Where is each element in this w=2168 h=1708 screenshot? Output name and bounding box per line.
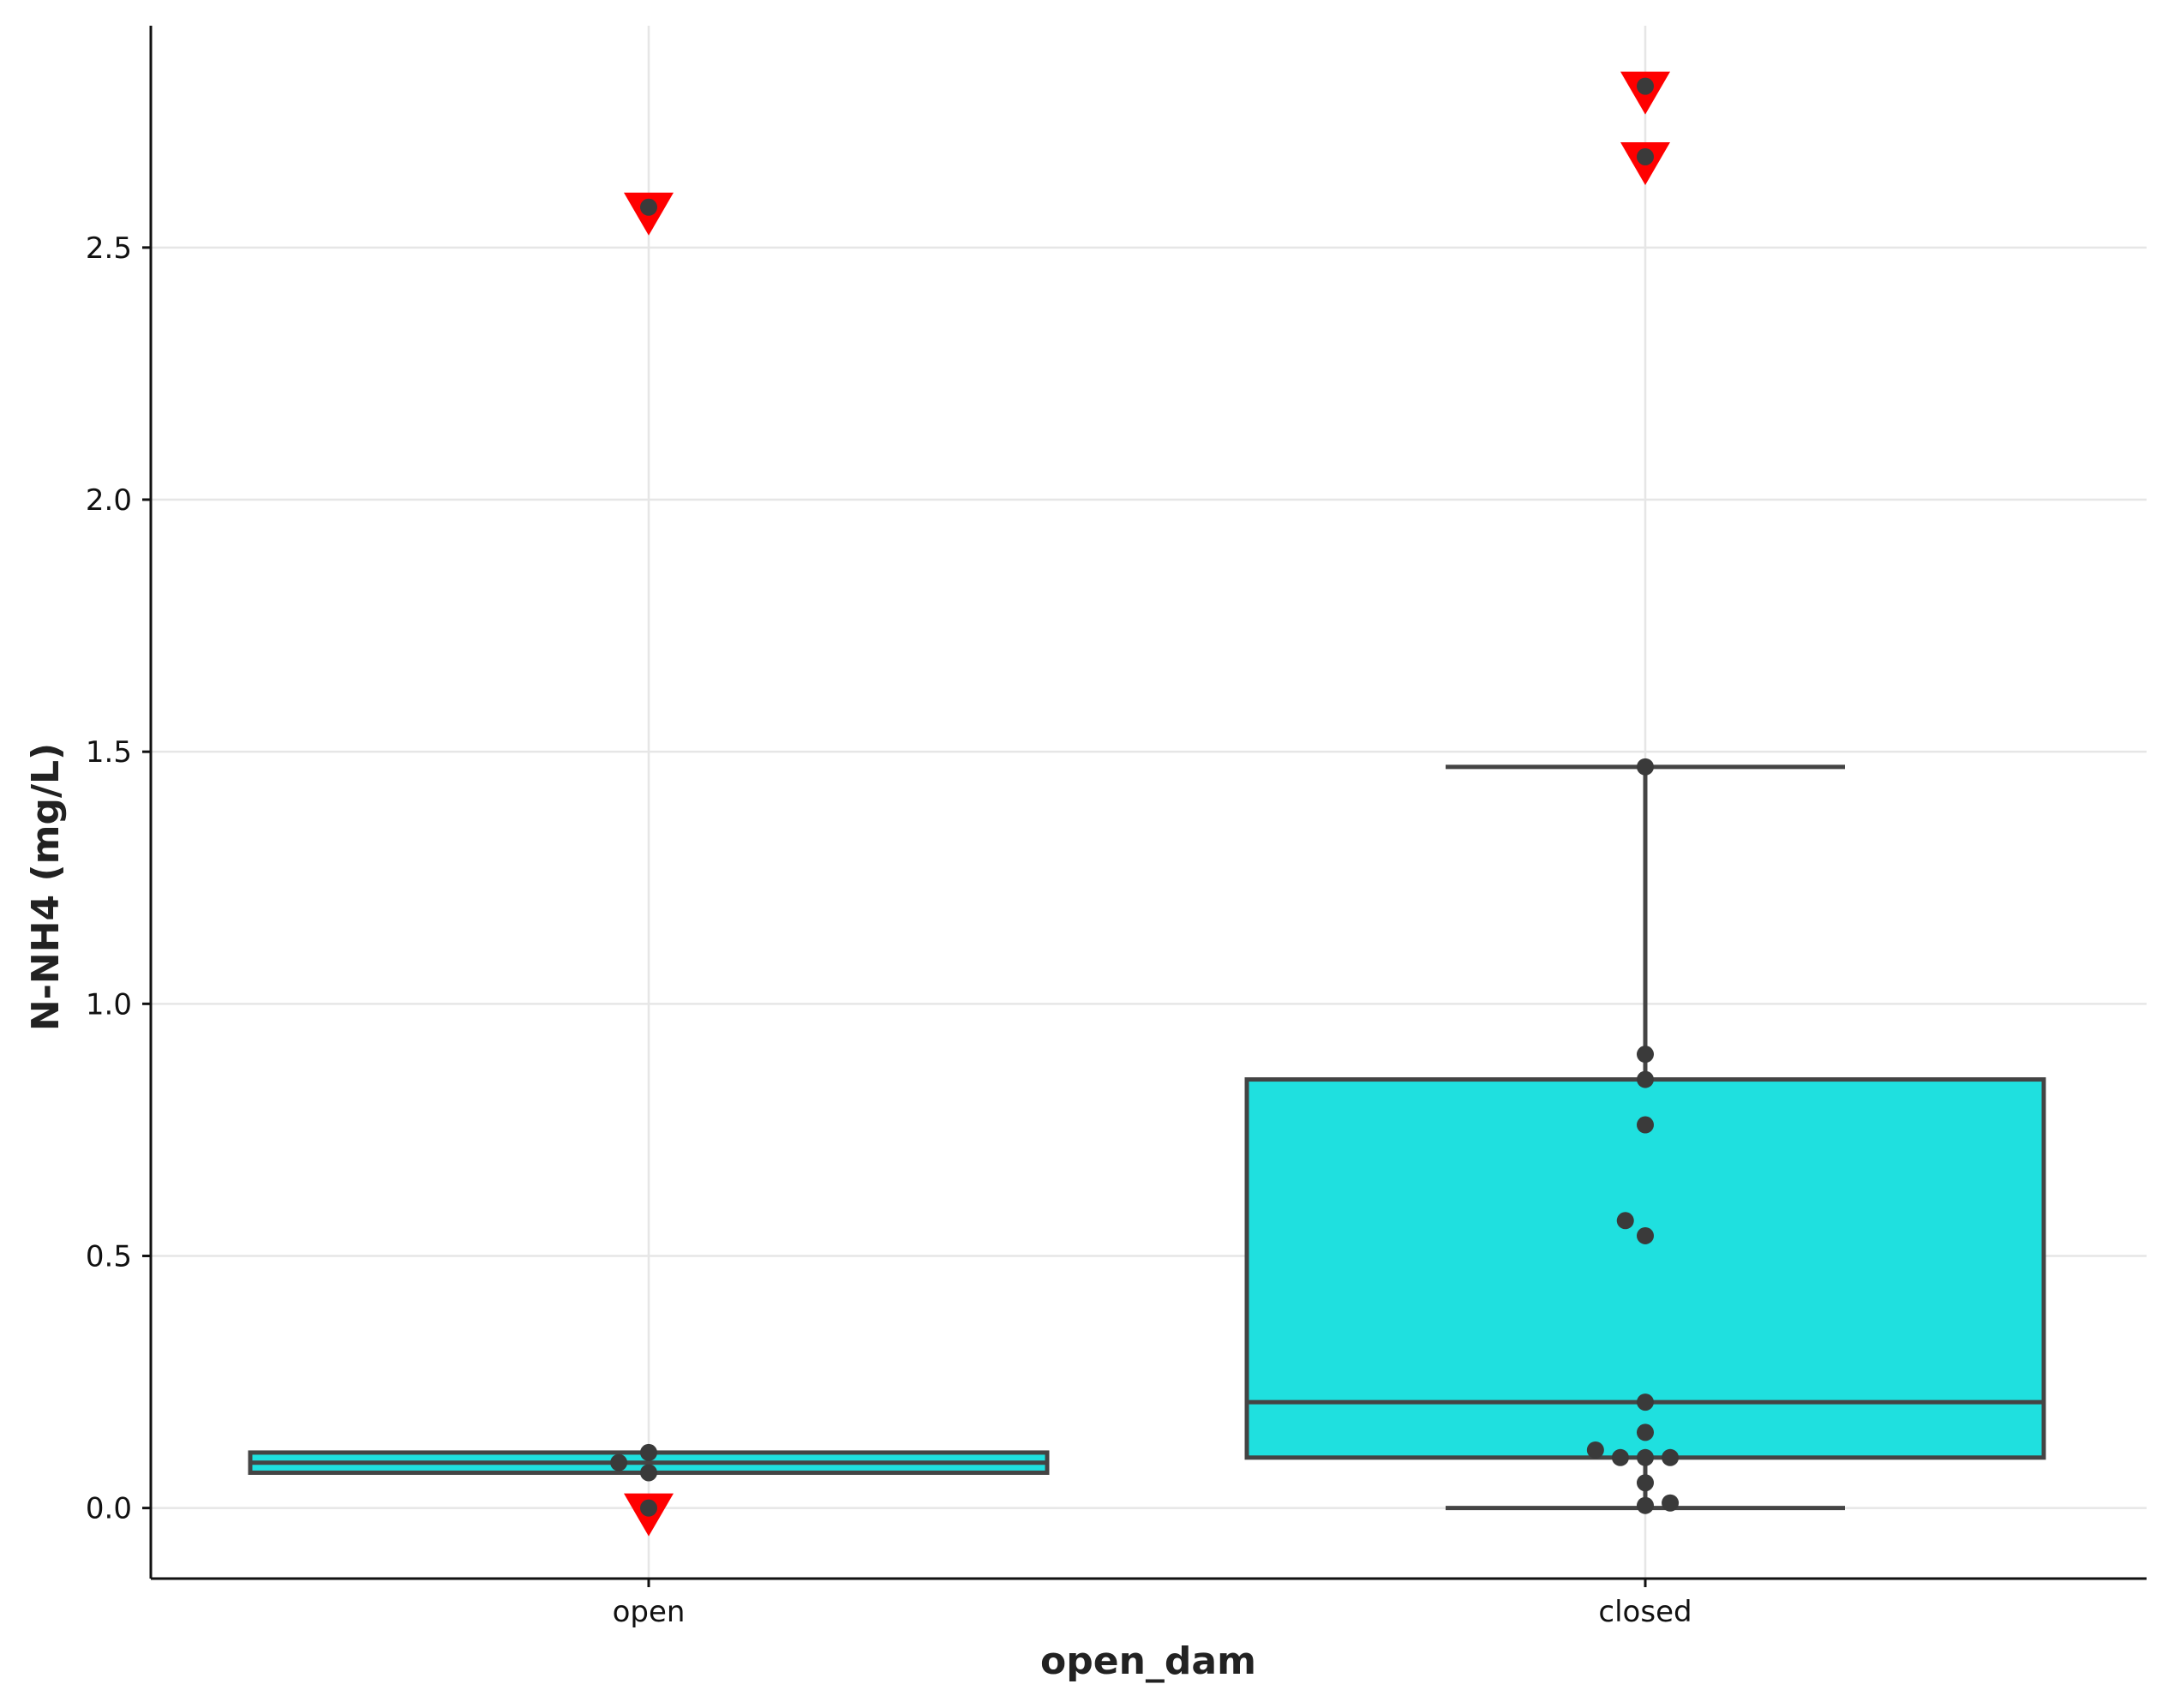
data-point (1637, 1393, 1654, 1411)
data-point (1637, 147, 1654, 165)
data-point (640, 198, 657, 216)
data-point (1616, 1212, 1634, 1230)
data-point (1637, 1070, 1654, 1088)
data-point (640, 1443, 657, 1461)
data-point (1637, 1046, 1654, 1064)
box-layer (248, 71, 2046, 1537)
data-point (1662, 1448, 1680, 1466)
x-tick-label: open (613, 1595, 686, 1629)
data-point (1637, 1474, 1654, 1492)
data-point (1586, 1441, 1604, 1459)
y-tick-label: 1.0 (86, 987, 132, 1022)
y-tick-label: 0.5 (86, 1239, 132, 1274)
data-point (1637, 1448, 1654, 1466)
x-axis-title: open_dam (1040, 1639, 1256, 1683)
data-point (1662, 1494, 1680, 1512)
data-point (640, 1464, 657, 1482)
point-layer (610, 77, 1680, 1517)
axes-spines (149, 26, 2147, 1580)
data-point (1637, 1423, 1654, 1441)
x-tick-label: closed (1598, 1595, 1692, 1629)
data-point (1637, 1496, 1654, 1514)
y-tick-label: 1.5 (86, 735, 132, 770)
y-tick-label: 2.0 (86, 483, 132, 518)
data-point (1637, 1226, 1654, 1244)
tick-layer: 0.0 0.5 1.0 1.5 2.0 2.5 open closed (86, 231, 1692, 1629)
data-point (1637, 1116, 1654, 1134)
data-point (1637, 77, 1654, 95)
data-point (610, 1453, 628, 1471)
y-tick-label: 2.5 (86, 231, 132, 266)
data-point (1637, 758, 1654, 776)
y-axis-title: N-NH4 (mg/L) (24, 743, 68, 1031)
grid-layer (151, 26, 2147, 1579)
data-point (1611, 1448, 1629, 1466)
y-tick-label: 0.0 (86, 1492, 132, 1526)
data-point (640, 1499, 657, 1517)
